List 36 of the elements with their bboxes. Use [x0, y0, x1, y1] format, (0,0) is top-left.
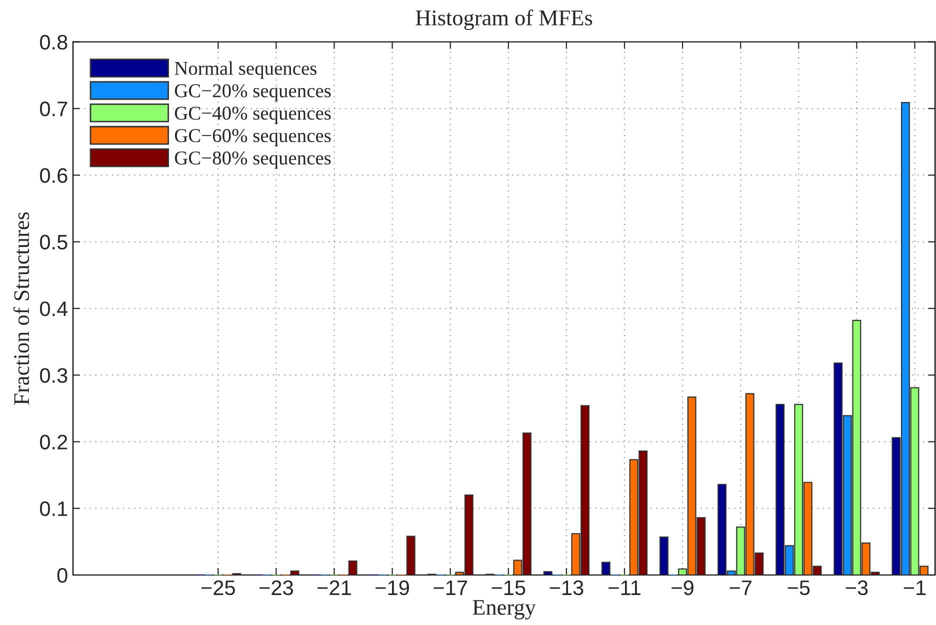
x-tick-label: −13 [550, 580, 584, 596]
x-tick-label: −7 [730, 580, 752, 595]
y-tick-label: 0.8 [40, 34, 68, 50]
x-tick-label: −3 [846, 580, 868, 596]
y-tick-label: 0.7 [40, 102, 68, 116]
x-tick-label: −1 [904, 580, 926, 595]
x-tick-label: −17 [434, 580, 467, 595]
bar [601, 562, 610, 575]
y-tick-label: 0.2 [40, 434, 68, 450]
x-tick-label: −9 [672, 580, 694, 596]
x-tick-label: −19 [376, 580, 409, 596]
x-tick-label: −15 [492, 580, 526, 596]
legend-label: GC−60% sequences [174, 129, 331, 146]
legend-label: GC−20% sequences [174, 84, 331, 102]
bar [406, 536, 416, 575]
y-tick-label: 0.6 [40, 168, 68, 183]
x-tick-label: −21 [318, 580, 351, 595]
bar [659, 536, 668, 575]
y-tick-label: 0.3 [40, 368, 68, 383]
y-tick-label: 0.4 [40, 301, 68, 316]
chart-title: Histogram of MFEs [416, 10, 592, 30]
y-axis-title: Fraction of Structures [13, 212, 30, 405]
x-tick-label: −5 [788, 580, 810, 596]
bar [543, 571, 552, 575]
bar [348, 560, 358, 575]
x-tick-label: −11 [608, 580, 640, 595]
legend-label: GC−40% sequences [174, 106, 331, 124]
legend-label: Normal sequences [174, 61, 316, 79]
legend-label: GC−80% sequences [174, 151, 331, 169]
x-axis-title: Energy [472, 600, 536, 620]
y-tick-label: 0 [57, 568, 68, 583]
bar [290, 570, 300, 575]
x-tick-label: −23 [260, 580, 293, 596]
y-tick-label: 0.1 [40, 501, 68, 516]
y-tick-label: 0.5 [40, 234, 68, 250]
x-tick-label: −25 [201, 580, 235, 596]
